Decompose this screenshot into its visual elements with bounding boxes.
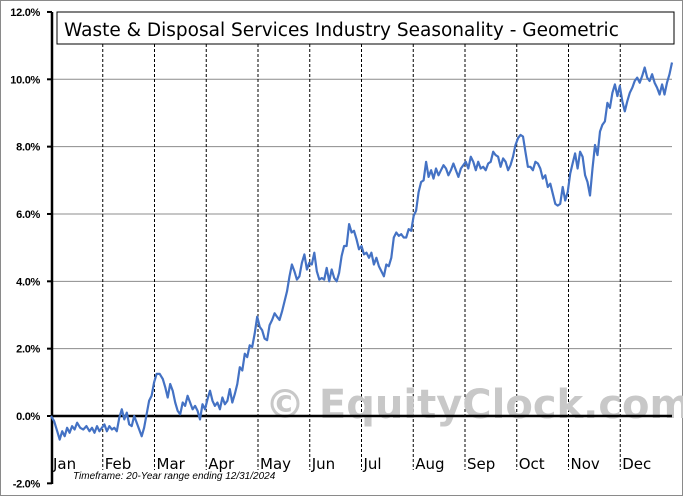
y-tick-label: 4.0%: [16, 276, 40, 288]
y-tick-label: 10.0%: [10, 74, 40, 86]
month-label: Oct: [519, 455, 545, 473]
y-tick-label: 2.0%: [16, 344, 40, 356]
month-label: Jul: [363, 455, 382, 473]
month-label: Mar: [157, 455, 186, 473]
seasonality-line: [50, 62, 674, 441]
month-label: Feb: [105, 455, 132, 473]
watermark: © EquityClock.com: [265, 382, 683, 428]
month-label: Aug: [415, 455, 444, 473]
title-box: [56, 11, 675, 45]
month-dividers: [102, 44, 621, 470]
y-tick-label: 12.0%: [10, 7, 40, 19]
month-label: Jan: [52, 455, 76, 473]
y-axis-ticks: 12.0% 10.0% 8.0% 6.0% 4.0% 2.0% 0.0% -2.0%: [10, 7, 52, 490]
month-label: Jun: [311, 455, 335, 473]
y-tick-label: -2.0%: [13, 478, 41, 490]
month-label: Nov: [571, 455, 600, 473]
chart-title: Waste & Disposal Services Industry Seaso…: [64, 20, 619, 41]
y-tick-label: 0.0%: [16, 411, 40, 423]
y-tick-label: 8.0%: [16, 142, 40, 154]
month-label: Sep: [467, 455, 495, 473]
month-label: May: [260, 455, 291, 473]
month-label: Apr: [208, 455, 235, 473]
month-labels: Jan Feb Mar Apr May Jun Jul Aug Sep Oct Nov Dec: [52, 455, 651, 473]
month-label: Dec: [622, 455, 651, 473]
y-tick-label: 6.0%: [16, 209, 40, 221]
timeframe-note: Timeframe: 20-Year range ending 12/31/20…: [73, 471, 276, 482]
